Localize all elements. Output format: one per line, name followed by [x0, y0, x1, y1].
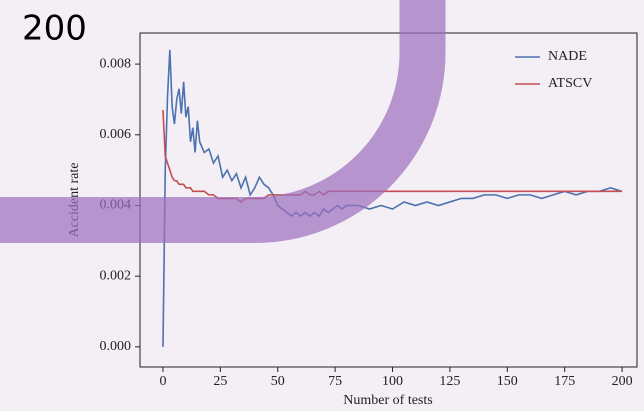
- y-tick-label: 0.008: [100, 56, 132, 71]
- legend-label: ATSCV: [548, 76, 592, 91]
- x-tick-label: 175: [554, 374, 575, 389]
- x-tick-label: 0: [159, 374, 166, 389]
- overlay-text: 200: [22, 9, 87, 49]
- y-tick-label: 0.002: [100, 268, 132, 283]
- x-axis-label: Number of tests: [343, 393, 432, 408]
- x-tick-label: 25: [213, 374, 227, 389]
- overlay-shape: [0, 0, 446, 243]
- y-tick-label: 0.000: [100, 339, 132, 354]
- y-tick-label: 0.006: [100, 127, 132, 142]
- x-tick-label: 125: [439, 374, 460, 389]
- x-tick-label: 100: [382, 374, 403, 389]
- legend-label: NADE: [548, 49, 587, 64]
- x-tick-label: 50: [271, 374, 285, 389]
- x-tick-label: 150: [497, 374, 518, 389]
- x-tick-label: 200: [612, 374, 633, 389]
- x-tick-label: 75: [328, 374, 342, 389]
